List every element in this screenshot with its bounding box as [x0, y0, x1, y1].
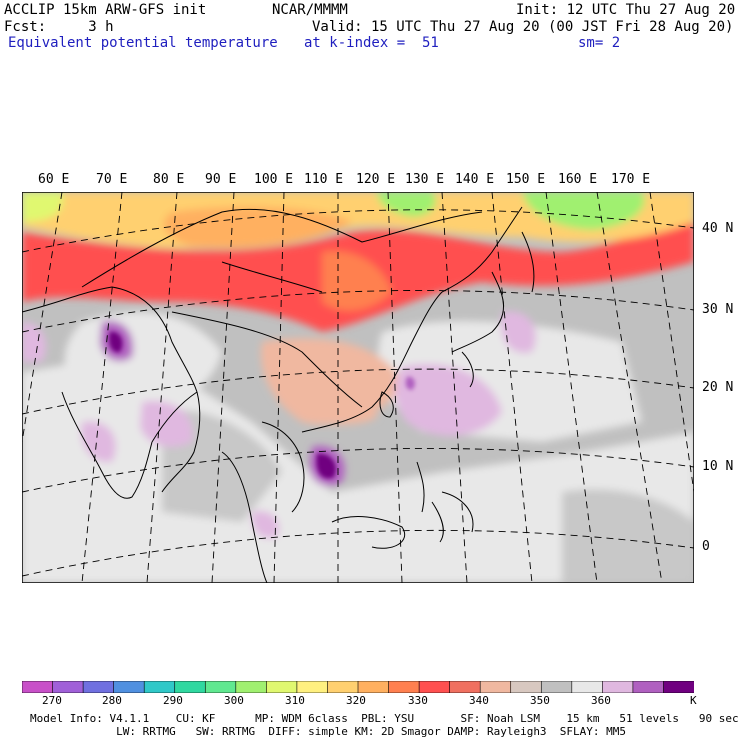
- coastlines: [22, 206, 535, 583]
- colorbar-tick: 340: [469, 694, 489, 707]
- lat-label: 30 N: [702, 302, 734, 317]
- colorbar-swatch: [266, 681, 298, 693]
- lon-label: 90 E: [205, 172, 237, 187]
- lat-label: 40 N: [702, 221, 734, 236]
- theta-e-map: [22, 192, 694, 583]
- lon-label: 170 E: [611, 172, 651, 187]
- colorbar-tick: 310: [285, 694, 305, 707]
- lat-label: 10 N: [702, 459, 734, 474]
- level-index: at k-index = 51: [304, 35, 439, 51]
- graticule: [22, 192, 694, 583]
- colorbar-unit: K: [690, 694, 697, 707]
- colorbar-swatch: [449, 681, 481, 693]
- colorbar-swatch: [602, 681, 634, 693]
- colorbar-tick: 360: [591, 694, 611, 707]
- valid-time: Valid: 15 UTC Thu 27 Aug 20 (00 JST Fri …: [312, 19, 734, 35]
- colorbar-swatch: [418, 681, 451, 693]
- colorbar-swatch: [174, 681, 206, 693]
- colorbar-swatch: [296, 681, 329, 693]
- colorbar-tick: 280: [102, 694, 122, 707]
- field-shading: [22, 192, 694, 583]
- colorbar-swatch: [540, 681, 573, 693]
- model-info-line2: LW: RRTMG SW: RRTMG DIFF: simple KM: 2D …: [30, 725, 627, 738]
- init-time: Init: 12 UTC Thu 27 Aug 20: [516, 2, 736, 18]
- smoothing-value: sm= 2: [578, 35, 621, 51]
- lon-label: 120 E: [356, 172, 396, 187]
- colorbar-swatch: [663, 681, 694, 693]
- lon-label: 150 E: [506, 172, 546, 187]
- lon-label: 80 E: [153, 172, 185, 187]
- colorbar-swatch: [632, 681, 665, 693]
- colorbar-swatch: [479, 681, 512, 693]
- lon-label: 130 E: [405, 172, 445, 187]
- institution-label: NCAR/MMMM: [272, 2, 348, 18]
- colorbar-tick: 350: [530, 694, 550, 707]
- lon-label: 60 E: [38, 172, 70, 187]
- colorbar-swatch: [327, 681, 359, 693]
- colorbar-swatch: [388, 681, 420, 693]
- colorbar-swatch: [143, 681, 176, 693]
- lat-label: 0: [702, 539, 710, 554]
- field-name: Equivalent potential temperature: [8, 35, 278, 51]
- lon-label: 70 E: [96, 172, 128, 187]
- lon-label: 100 E: [254, 172, 294, 187]
- lat-label: 20 N: [702, 380, 734, 395]
- colorbar-swatch: [235, 681, 267, 693]
- colorbar: [22, 681, 694, 693]
- field-cores: [109, 331, 415, 479]
- model-info-line1: Model Info: V4.1.1 CU: KF MP: WDM 6class…: [30, 712, 739, 725]
- lon-label: 110 E: [304, 172, 344, 187]
- colorbar-tick: 300: [224, 694, 244, 707]
- forecast-hour: Fcst: 3 h: [4, 19, 114, 35]
- lon-label: 140 E: [455, 172, 495, 187]
- colorbar-swatch: [510, 681, 542, 693]
- run-title: ACCLIP 15km ARW-GFS init: [4, 2, 207, 18]
- colorbar-tick: 290: [163, 694, 183, 707]
- colorbar-swatch: [82, 681, 115, 693]
- colorbar-tick: 270: [42, 694, 62, 707]
- colorbar-tick: 330: [408, 694, 428, 707]
- colorbar-swatch: [22, 681, 54, 693]
- colorbar-swatch: [113, 681, 145, 693]
- colorbar-swatch: [571, 681, 603, 693]
- colorbar-swatch: [52, 681, 84, 693]
- colorbar-swatch: [357, 681, 390, 693]
- colorbar-tick: 320: [346, 694, 366, 707]
- lon-label: 160 E: [558, 172, 598, 187]
- colorbar-swatch: [204, 681, 237, 693]
